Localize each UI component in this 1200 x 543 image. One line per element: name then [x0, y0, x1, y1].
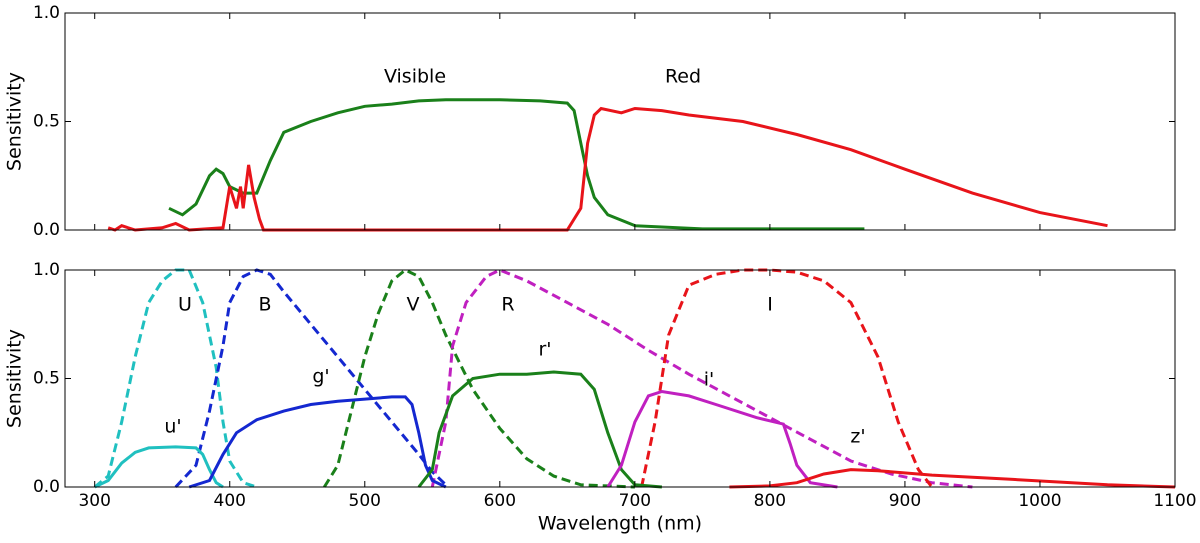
- y-tick-label: 1.0: [33, 3, 60, 23]
- x-tick-label: 1000: [1018, 491, 1061, 511]
- series-line: [640, 268, 934, 488]
- y-axis-label: Sensitivity: [4, 72, 26, 171]
- series-line: [188, 395, 447, 489]
- series-label: i': [704, 369, 715, 391]
- series-label: U: [178, 294, 192, 316]
- series-line: [729, 468, 1176, 489]
- series-line: [168, 98, 865, 231]
- y-tick-label: 0.0: [33, 477, 60, 497]
- series-line: [93, 268, 258, 489]
- axes-frame: [64, 12, 1176, 231]
- y-tick-label: 0.5: [33, 369, 60, 389]
- series-label: r': [538, 339, 551, 361]
- series-line: [430, 268, 973, 489]
- x-tick-label: 700: [619, 491, 651, 511]
- x-axis-label: Wavelength (nm): [538, 513, 702, 535]
- series-label: I: [767, 294, 773, 316]
- x-tick-label: 400: [214, 491, 246, 511]
- series-line: [417, 370, 663, 489]
- series-line: [107, 106, 1108, 232]
- y-tick-label: 0.0: [33, 220, 60, 240]
- series-line: [174, 268, 447, 489]
- series-label: Visible: [384, 66, 446, 88]
- x-tick-label: 800: [754, 491, 786, 511]
- y-tick-label: 0.5: [33, 112, 60, 132]
- x-tick-label: 300: [78, 491, 110, 511]
- axes-frame: [64, 269, 1176, 488]
- series-line: [606, 389, 838, 489]
- x-tick-label: 900: [889, 491, 921, 511]
- series-label: z': [850, 426, 865, 448]
- y-axis-label: Sensitivity: [4, 329, 26, 428]
- x-tick-label: 600: [484, 491, 516, 511]
- series-label: Red: [665, 66, 701, 88]
- x-tick-label: 1100: [1153, 491, 1196, 511]
- series-label: g': [312, 366, 329, 388]
- series-line: [323, 268, 635, 489]
- series-label: V: [407, 294, 420, 316]
- series-label: B: [258, 294, 271, 316]
- x-tick-label: 500: [349, 491, 381, 511]
- series-label: R: [501, 294, 514, 316]
- series-label: u': [164, 416, 181, 438]
- y-tick-label: 1.0: [33, 260, 60, 280]
